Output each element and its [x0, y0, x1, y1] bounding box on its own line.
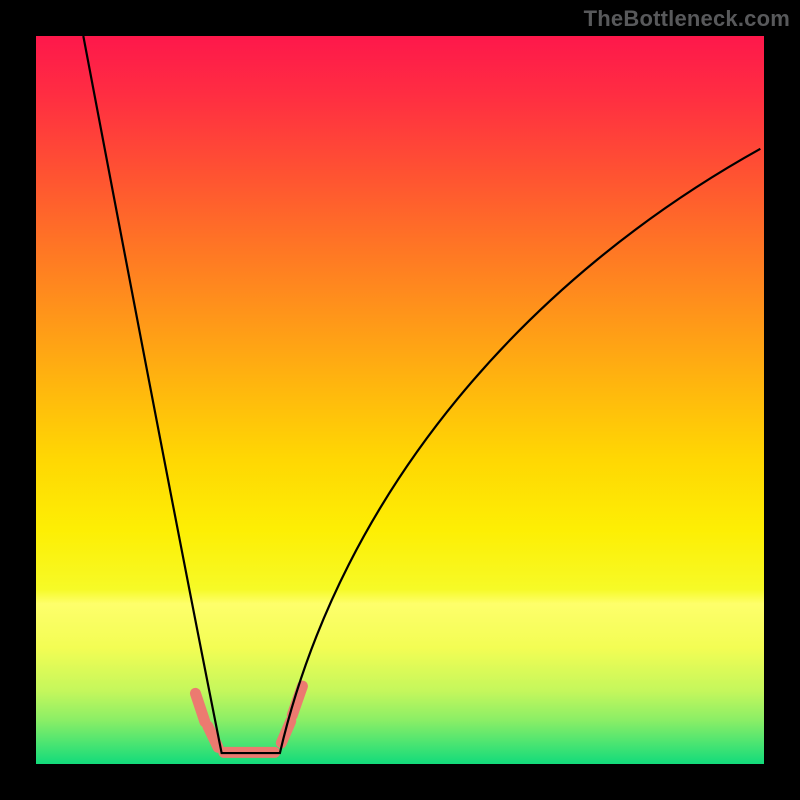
- plot-background: [36, 36, 764, 764]
- watermark-text: TheBottleneck.com: [584, 6, 790, 32]
- chart-container: TheBottleneck.com: [0, 0, 800, 800]
- bottleneck-plot: [0, 0, 800, 800]
